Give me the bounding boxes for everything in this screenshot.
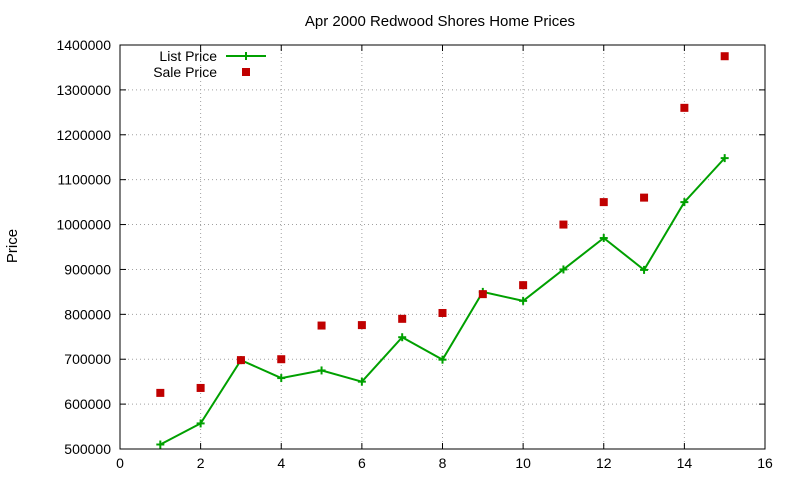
x-tick-label: 2 — [197, 455, 205, 471]
x-tick-label: 0 — [116, 455, 124, 471]
list-price-point — [156, 440, 165, 449]
x-tick-label: 10 — [515, 455, 531, 471]
sale-price-point — [156, 388, 165, 397]
y-tick-label: 700000 — [64, 351, 111, 367]
sale-price-point — [357, 321, 366, 330]
list-price-point — [680, 198, 689, 207]
y-tick-label: 900000 — [64, 261, 111, 277]
list-price-point — [398, 333, 407, 342]
list-price-point — [438, 355, 447, 364]
sale-price-point — [680, 103, 689, 112]
ticks: 0 2 4 6 8 10 12 14 16 500000 600000 700000 800000 900… — [56, 37, 773, 471]
sale-price-point — [196, 383, 205, 392]
list-price-point — [357, 377, 366, 386]
legend-marker-square — [242, 68, 250, 76]
list-price-point — [720, 154, 729, 163]
legend-label: List Price — [159, 48, 217, 64]
legend-marker-plus — [242, 52, 250, 60]
sale-price-point — [599, 198, 608, 207]
sale-price-point — [559, 220, 568, 229]
series — [156, 52, 729, 449]
y-tick-label: 1100000 — [58, 172, 112, 188]
sale-price-point — [438, 308, 447, 317]
sale-price-point — [398, 314, 407, 323]
list-price-point — [559, 265, 568, 274]
sale-price-point — [640, 193, 649, 202]
x-tick-label: 16 — [757, 455, 773, 471]
list-price-point — [196, 419, 205, 428]
list-price-point — [640, 265, 649, 274]
y-tick-label: 1200000 — [56, 127, 111, 143]
y-tick-label: 1400000 — [56, 37, 111, 53]
x-tick-label: 8 — [439, 455, 447, 471]
chart-title: Apr 2000 Redwood Shores Home Prices — [305, 13, 575, 30]
legend-label: Sale Price — [153, 64, 217, 80]
y-tick-label: 1300000 — [56, 82, 111, 98]
y-axis-label: Price — [4, 229, 21, 263]
y-tick-label: 600000 — [64, 396, 111, 412]
sale-price-point — [478, 290, 487, 299]
list-price-point — [277, 374, 286, 383]
x-tick-label: 12 — [596, 455, 612, 471]
sale-price-point — [317, 321, 326, 330]
x-tick-label: 4 — [277, 455, 285, 471]
list-price-point — [599, 234, 608, 243]
list-price-point — [317, 366, 326, 375]
x-tick-label: 6 — [358, 455, 366, 471]
y-tick-label: 800000 — [64, 306, 111, 322]
sale-price-point — [277, 355, 286, 364]
sale-price-point — [519, 281, 528, 290]
y-tick-label: 1000000 — [56, 217, 111, 233]
list-price-point — [519, 296, 528, 305]
y-tick-label: 500000 — [64, 441, 111, 457]
grid — [120, 45, 765, 449]
sale-price-point — [236, 356, 245, 365]
x-tick-label: 14 — [677, 455, 693, 471]
sale-price-point — [720, 52, 729, 61]
